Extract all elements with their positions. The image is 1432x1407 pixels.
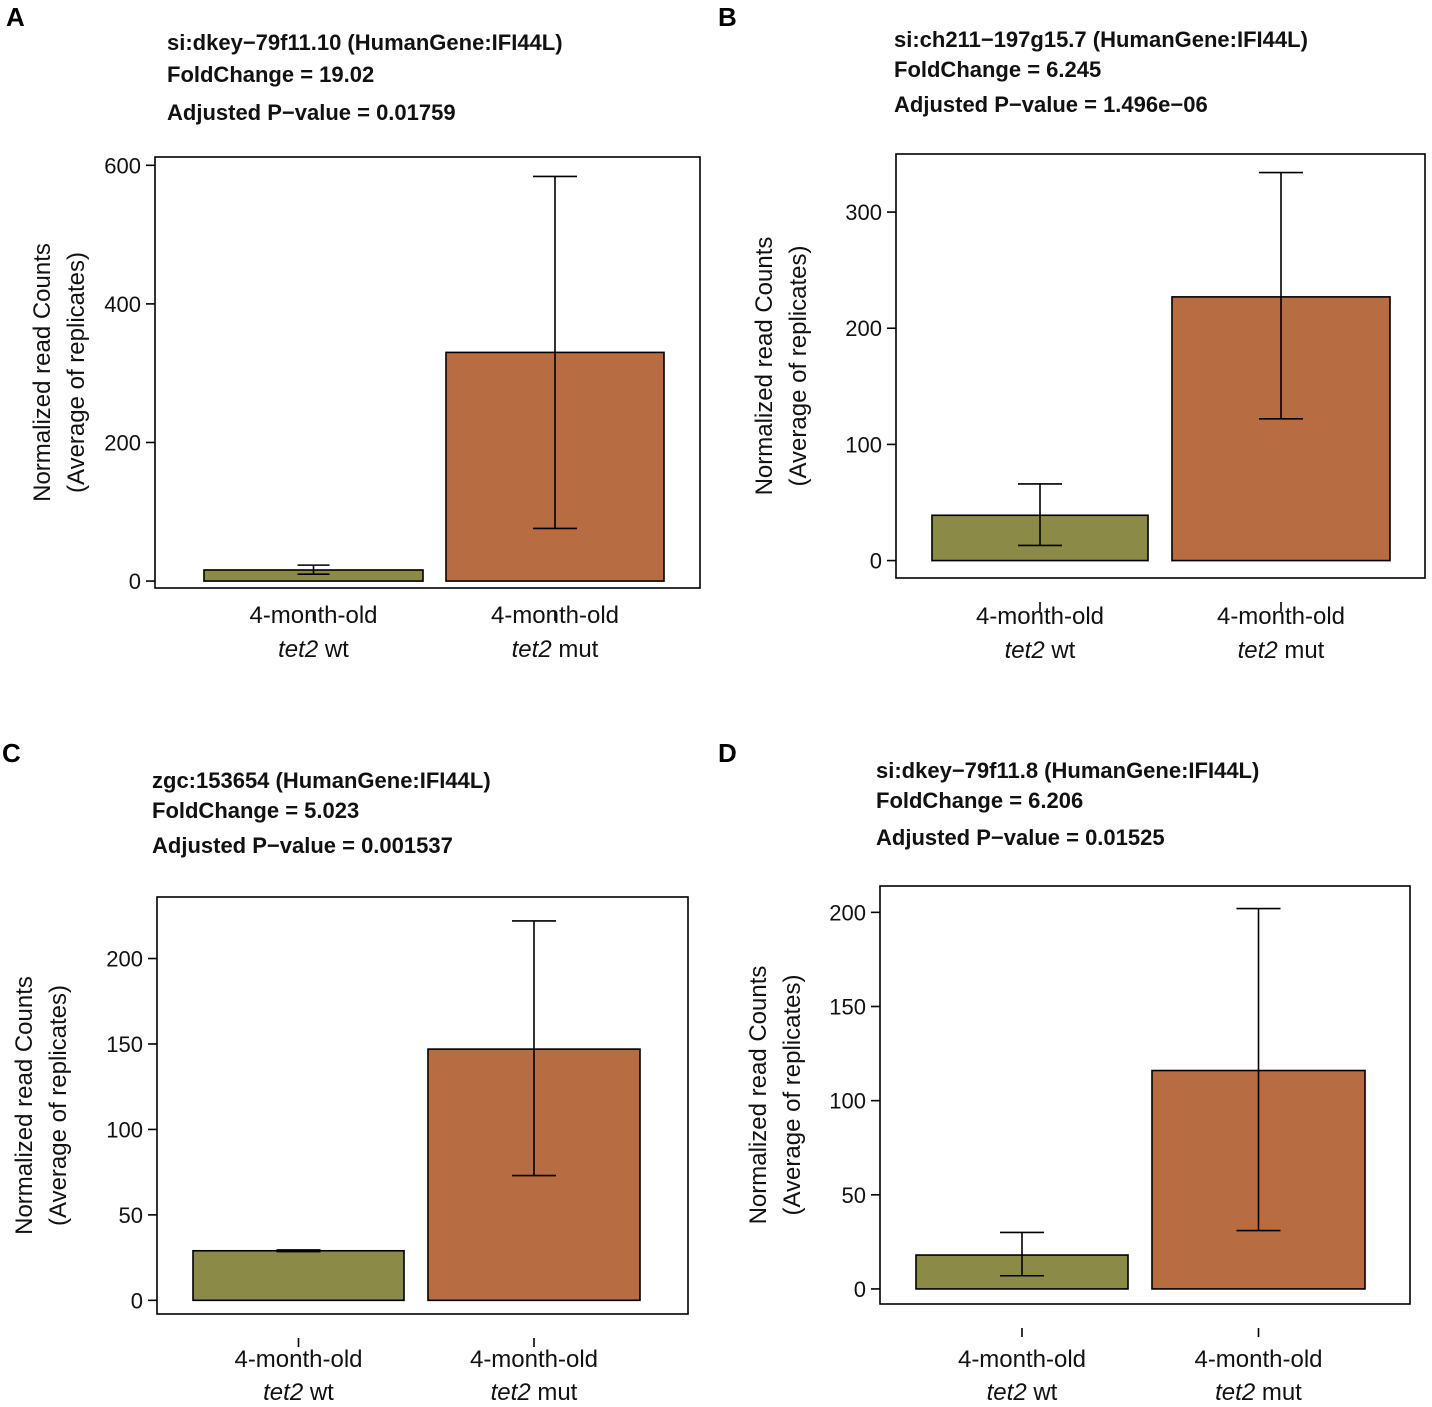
category-label: 4-month-old	[491, 602, 619, 629]
panel-letter: B	[718, 2, 737, 32]
y-tick-label: 600	[104, 153, 141, 178]
genotype-name: wt	[1045, 637, 1076, 664]
gene-name: tet2	[263, 1379, 303, 1406]
y-tick-label: 200	[829, 900, 866, 925]
y-tick-label: 150	[829, 995, 866, 1020]
bar-wt	[192, 1249, 405, 1302]
y-tick-label: 0	[131, 1288, 143, 1313]
panel-a: Asi:dkey−79f11.10 (HumanGene:IFI44L) Fold…	[6, 2, 701, 663]
genotype-name: wt	[1027, 1379, 1058, 1406]
y-tick-label: 200	[106, 947, 143, 972]
y-tick-label: 0	[854, 1277, 866, 1302]
category-genotype-label: tet2 wt	[1005, 637, 1076, 664]
genotype-name: mut	[552, 636, 599, 663]
gene-name: tet2	[1215, 1379, 1255, 1406]
category-genotype-label: tet2 mut	[1238, 637, 1325, 664]
genotype-name: wt	[303, 1379, 334, 1406]
gene-title: si:dkey−79f11.8 (HumanGene:IFI44L)	[876, 758, 1259, 783]
y-axis-sublabel: (Average of replicates)	[785, 245, 812, 486]
genotype-name: wt	[318, 636, 349, 663]
genotype-name: mut	[1278, 637, 1325, 664]
fold-change-label: FoldChange = 6.206	[876, 788, 1083, 813]
panel-letter: A	[6, 2, 25, 32]
y-axis-label: Normalized read Counts	[11, 976, 38, 1235]
y-tick-label: 100	[106, 1117, 143, 1142]
gene-name: tet2	[512, 636, 552, 663]
y-axis-label: Normalized read Counts	[745, 966, 772, 1225]
y-tick-label: 200	[104, 430, 141, 455]
p-value-label: Adjusted P−value = 0.01759	[167, 100, 456, 125]
fold-change-label: FoldChange = 5.023	[152, 798, 359, 823]
y-tick-label: 400	[104, 292, 141, 317]
category-label: 4-month-old	[1217, 603, 1345, 630]
p-value-label: Adjusted P−value = 0.01525	[876, 825, 1165, 850]
y-tick-label: 150	[106, 1032, 143, 1057]
fold-change-label: FoldChange = 6.245	[894, 57, 1101, 82]
gene-title: zgc:153654 (HumanGene:IFI44L)	[152, 768, 491, 793]
gene-title: si:ch211−197g15.7 (HumanGene:IFI44L)	[894, 27, 1308, 52]
y-axis-sublabel: (Average of replicates)	[779, 974, 806, 1215]
gene-name: tet2	[1238, 637, 1278, 664]
y-tick-label: 100	[829, 1089, 866, 1114]
y-tick-label: 200	[845, 316, 882, 341]
panel-letter: D	[718, 738, 737, 768]
category-label: 4-month-old	[1194, 1346, 1322, 1373]
y-tick-label: 100	[845, 432, 882, 457]
category-label: 4-month-old	[234, 1346, 362, 1373]
panel-b: Bsi:ch211−197g15.7 (HumanGene:IFI44L) Fol…	[718, 2, 1426, 664]
category-genotype-label: tet2 mut	[491, 1379, 578, 1406]
panel-d: Dsi:dkey−79f11.8 (HumanGene:IFI44L) FoldC…	[718, 738, 1411, 1406]
category-label: 4-month-old	[976, 603, 1104, 630]
y-tick-label: 50	[842, 1183, 866, 1208]
y-tick-label: 0	[129, 569, 141, 594]
category-label: 4-month-old	[470, 1346, 598, 1373]
gene-name: tet2	[278, 636, 318, 663]
gene-name: tet2	[491, 1379, 531, 1406]
category-label: 4-month-old	[958, 1346, 1086, 1373]
category-genotype-label: tet2 wt	[987, 1379, 1058, 1406]
category-genotype-label: tet2 mut	[512, 636, 599, 663]
y-tick-label: 300	[845, 200, 882, 225]
y-axis-sublabel: (Average of replicates)	[45, 985, 72, 1226]
genotype-name: mut	[531, 1379, 578, 1406]
y-tick-label: 50	[119, 1203, 143, 1228]
panel-letter: C	[2, 738, 21, 768]
fold-change-label: FoldChange = 19.02	[167, 62, 374, 87]
category-label: 4-month-old	[249, 602, 377, 629]
y-axis-label: Normalized read Counts	[751, 237, 778, 496]
p-value-label: Adjusted P−value = 0.001537	[152, 833, 453, 858]
y-tick-label: 0	[870, 549, 882, 574]
category-genotype-label: tet2 wt	[263, 1379, 334, 1406]
category-genotype-label: tet2 wt	[278, 636, 349, 663]
p-value-label: Adjusted P−value = 1.496e−06	[894, 92, 1208, 117]
category-genotype-label: tet2 mut	[1215, 1379, 1302, 1406]
genotype-name: mut	[1255, 1379, 1302, 1406]
gene-title: si:dkey−79f11.10 (HumanGene:IFI44L)	[167, 30, 563, 55]
y-axis-label: Normalized read Counts	[29, 243, 56, 502]
gene-name: tet2	[987, 1379, 1027, 1406]
gene-name: tet2	[1005, 637, 1045, 664]
y-axis-sublabel: (Average of replicates)	[63, 252, 90, 493]
